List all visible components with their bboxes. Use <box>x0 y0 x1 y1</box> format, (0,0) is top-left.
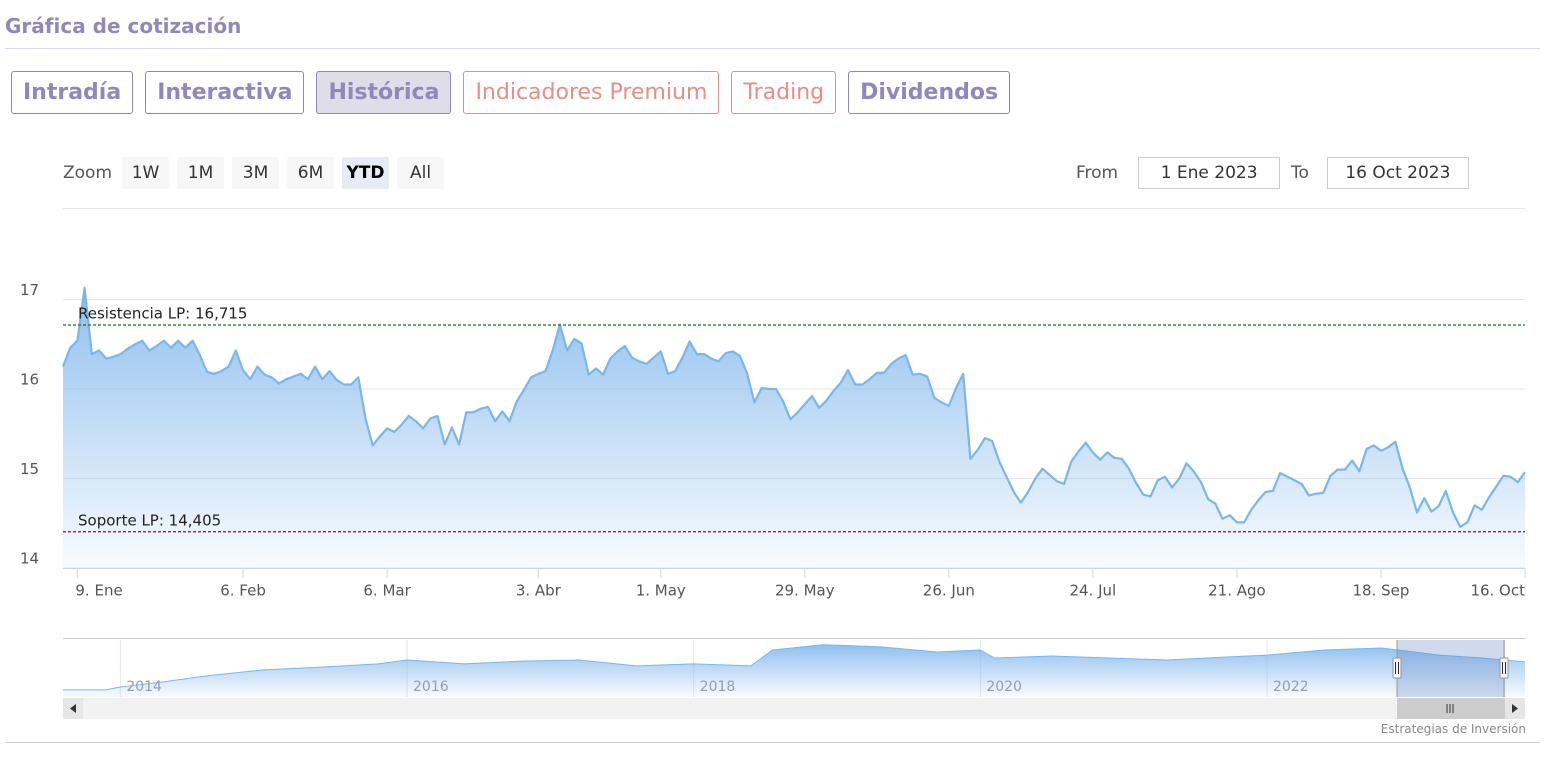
x-tick-label: 6. Feb <box>220 582 266 600</box>
divider <box>5 742 1540 743</box>
x-tick-label: 29. May <box>775 582 835 600</box>
x-tick-label: 24. Jul <box>1070 582 1117 600</box>
tab[interactable]: Indicadores Premium <box>463 71 720 114</box>
plot-line-label: Resistencia LP: 16,715 <box>78 305 247 323</box>
zoom-button[interactable]: 1W <box>122 157 170 189</box>
tab[interactable]: Dividendos <box>848 71 1011 114</box>
x-tick-label: 1. May <box>636 582 686 600</box>
section-title: Gráfica de cotización <box>5 14 242 38</box>
x-tick-label: 6. Mar <box>363 582 411 600</box>
price-line <box>63 644 1526 691</box>
scrollbar-track <box>63 698 1525 719</box>
tab[interactable]: Interactiva <box>145 71 305 114</box>
scrollbar-thumb[interactable] <box>1397 698 1505 719</box>
area-fill <box>63 644 1525 697</box>
tab-bar: Intradía Interactiva Histórica Indicador… <box>11 71 1011 114</box>
zoom-button[interactable]: 6M <box>287 157 335 189</box>
plot-line-label: Soporte LP: 14,405 <box>78 511 221 529</box>
navigator-mask <box>1397 640 1505 697</box>
x-tick-label: 18. Sep <box>1353 582 1410 600</box>
zoom-label: Zoom <box>63 163 113 183</box>
y-tick-label: 17 <box>20 281 39 299</box>
arrow <box>70 704 76 713</box>
from-group: From 1 Ene 2023 <box>1076 157 1281 189</box>
zoom-button[interactable]: 1M <box>177 157 225 189</box>
x-tick-label: 16. Oct <box>1470 582 1525 600</box>
zoom-button[interactable]: All <box>397 157 445 189</box>
price-line <box>61 286 1526 528</box>
tab[interactable]: Histórica <box>316 71 452 114</box>
x-tick-label: 21. Ago <box>1208 582 1266 600</box>
to-group: To 16 Oct 2023 <box>1291 157 1469 189</box>
zoom-bar: Zoom 1W 1M 3M 6M YTD All <box>63 157 445 189</box>
y-tick-label: 14 <box>20 550 39 568</box>
tab[interactable]: Intradía <box>11 71 134 114</box>
navigator-handle[interactable] <box>1392 657 1402 679</box>
to-label: To <box>1291 163 1309 183</box>
y-tick-label: 15 <box>20 460 39 478</box>
x-tick-label: 9. Ene <box>75 582 122 600</box>
x-tick-label: 3. Abr <box>516 582 562 600</box>
zoom-button[interactable]: YTD <box>342 157 390 189</box>
arrow <box>1512 704 1518 713</box>
to-input[interactable]: 16 Oct 2023 <box>1326 157 1469 189</box>
credit: Estrategias de Inversión <box>1380 722 1526 736</box>
area-fill <box>63 287 1525 568</box>
navigator-handle[interactable] <box>1499 657 1509 679</box>
tab[interactable]: Trading <box>731 71 837 114</box>
divider <box>5 48 1540 49</box>
zoom-button[interactable]: 3M <box>232 157 280 189</box>
y-tick-label: 16 <box>20 371 39 389</box>
x-tick-label: 26. Jun <box>923 582 975 600</box>
from-input[interactable]: 1 Ene 2023 <box>1138 157 1281 189</box>
from-label: From <box>1076 163 1119 183</box>
